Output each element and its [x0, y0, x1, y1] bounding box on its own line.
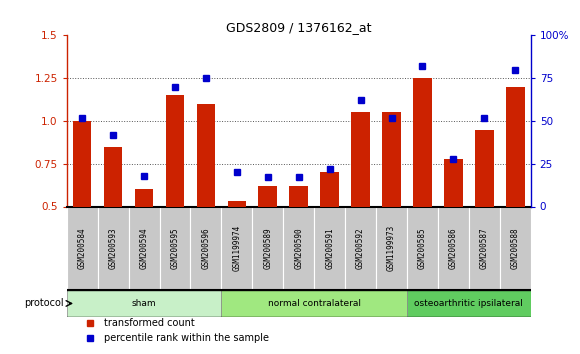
Text: GSM200584: GSM200584 — [78, 228, 86, 269]
Bar — [469, 206, 500, 290]
Bar — [97, 206, 129, 290]
Bar — [506, 87, 524, 206]
Text: GSM200596: GSM200596 — [201, 228, 211, 269]
Text: percentile rank within the sample: percentile rank within the sample — [104, 333, 269, 343]
Bar — [438, 206, 469, 290]
Bar — [160, 206, 190, 290]
Bar — [289, 186, 308, 206]
Text: GSM200586: GSM200586 — [449, 228, 458, 269]
Text: GSM200590: GSM200590 — [294, 228, 303, 269]
Bar — [190, 206, 222, 290]
Text: GSM200595: GSM200595 — [171, 228, 179, 269]
Bar — [320, 172, 339, 206]
Bar — [166, 95, 184, 206]
Bar — [345, 206, 376, 290]
Bar — [475, 130, 494, 206]
Text: GSM200592: GSM200592 — [356, 228, 365, 269]
Bar — [382, 113, 401, 206]
Bar — [67, 290, 222, 317]
Bar — [73, 121, 92, 206]
Bar — [413, 78, 432, 206]
Bar — [222, 290, 407, 317]
Text: protocol: protocol — [24, 298, 64, 308]
Bar — [259, 186, 277, 206]
Bar — [407, 290, 531, 317]
Text: GSM200593: GSM200593 — [108, 228, 118, 269]
Bar — [67, 206, 97, 290]
Text: GSM200588: GSM200588 — [511, 228, 520, 269]
Text: GSM200594: GSM200594 — [140, 228, 148, 269]
Bar — [444, 159, 463, 206]
Bar — [500, 206, 531, 290]
Text: GSM200587: GSM200587 — [480, 228, 489, 269]
Bar — [222, 206, 252, 290]
Bar — [227, 201, 246, 206]
Text: osteoarthritic ipsilateral: osteoarthritic ipsilateral — [414, 299, 523, 308]
Bar — [104, 147, 122, 206]
Text: GSM1199974: GSM1199974 — [233, 225, 241, 272]
Text: sham: sham — [132, 299, 157, 308]
Bar — [351, 113, 370, 206]
Bar — [314, 206, 345, 290]
Bar — [135, 189, 153, 206]
Bar — [283, 206, 314, 290]
Bar — [407, 206, 438, 290]
Text: transformed count: transformed count — [104, 318, 194, 329]
Text: normal contralateral: normal contralateral — [267, 299, 361, 308]
Text: GSM200585: GSM200585 — [418, 228, 427, 269]
Text: GSM200589: GSM200589 — [263, 228, 272, 269]
Text: GSM200591: GSM200591 — [325, 228, 334, 269]
Bar — [129, 206, 160, 290]
Bar — [376, 206, 407, 290]
Title: GDS2809 / 1376162_at: GDS2809 / 1376162_at — [226, 21, 371, 34]
Text: GSM1199973: GSM1199973 — [387, 225, 396, 272]
Bar — [252, 206, 283, 290]
Bar — [197, 104, 215, 206]
